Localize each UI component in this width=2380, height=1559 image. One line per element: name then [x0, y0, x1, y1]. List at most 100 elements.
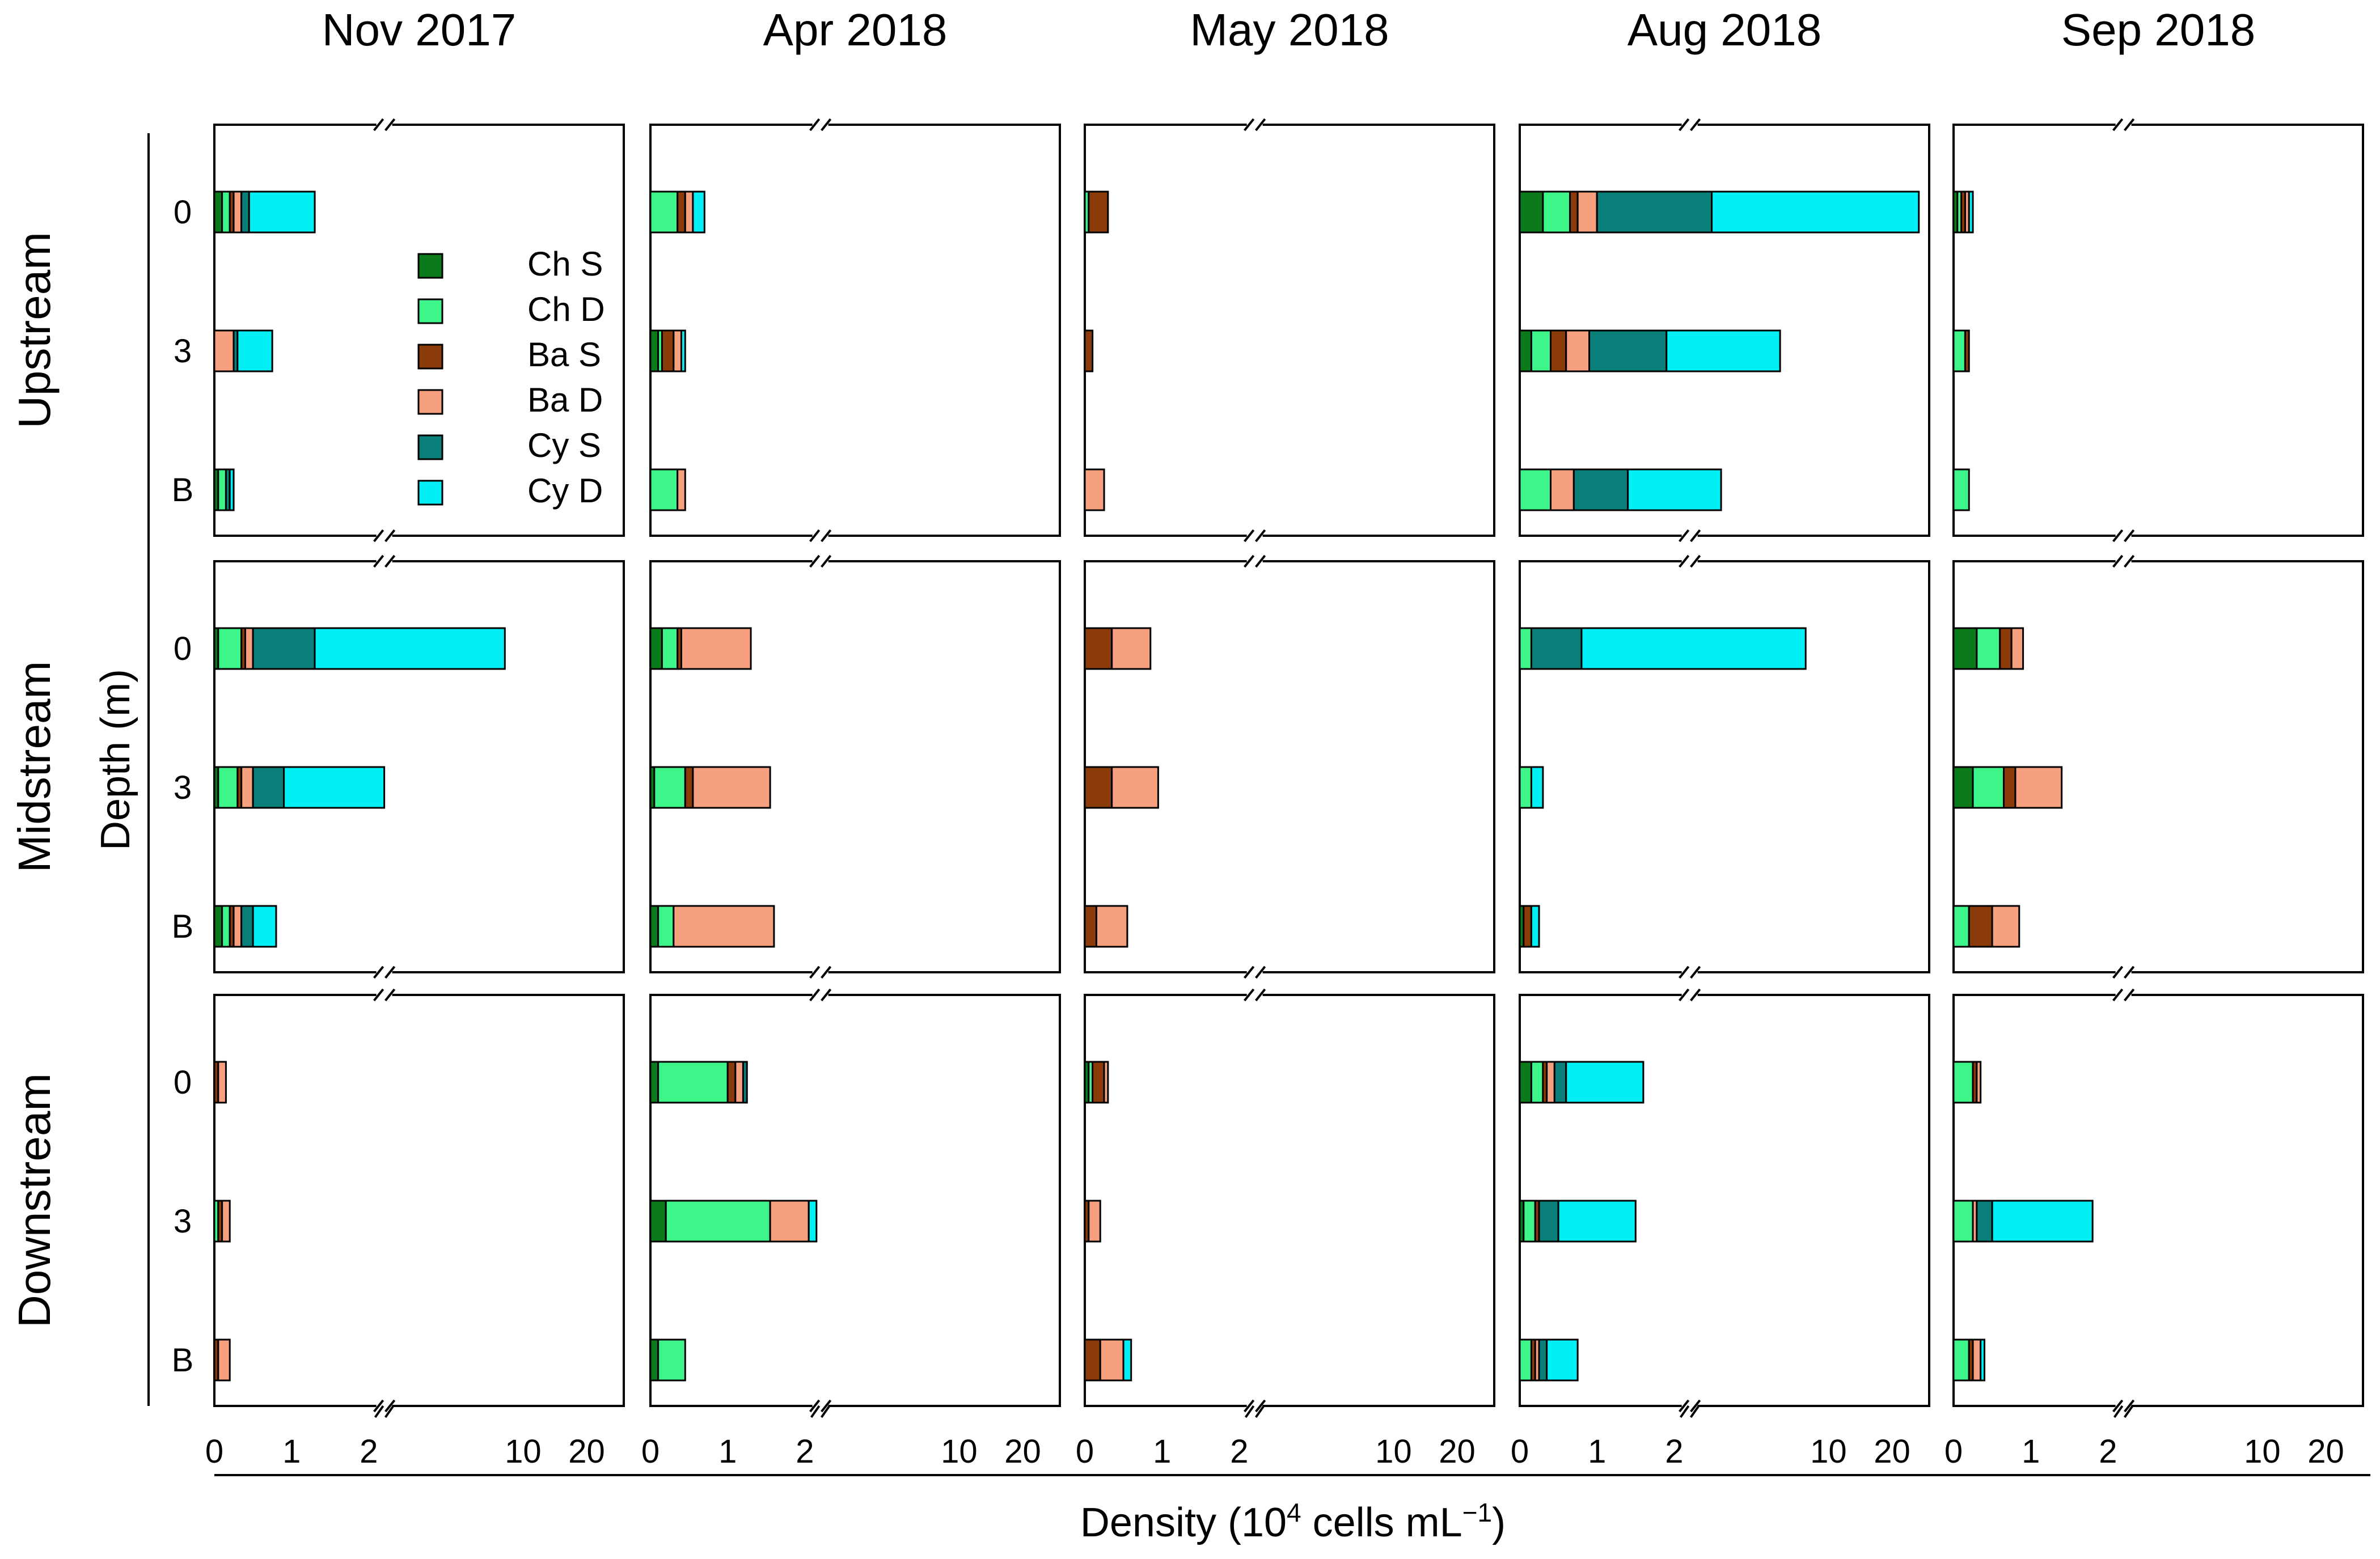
row-title: Upstream: [9, 232, 60, 429]
bar-segment-ch-s: [649, 329, 660, 372]
x-tick-label: 20: [2307, 1433, 2344, 1470]
depth-label: B: [172, 472, 194, 509]
x-tick-label: 2: [1230, 1433, 1248, 1470]
bar-segment-ch-d: [1542, 190, 1571, 234]
bar-segment-ba-d: [680, 627, 752, 670]
bar-segment-ba-s: [1088, 190, 1109, 234]
axis-break-mark: [1689, 1405, 1700, 1418]
x-tick-label: 0: [1076, 1433, 1094, 1470]
bar-segment-ba-d: [2010, 627, 2024, 670]
bar-segment-cy-d: [1122, 1338, 1132, 1382]
bar-segment-ch-s: [213, 190, 223, 234]
x-tick-label: 20: [1004, 1433, 1041, 1470]
bar-segment-ba-s: [2003, 766, 2017, 809]
bar-segment-cy-d: [1546, 1338, 1579, 1382]
bar-segment-ba-d: [1111, 766, 1159, 809]
depth-label: B: [172, 908, 194, 945]
axis-break-mark: [809, 554, 821, 568]
axis-break-mark: [1244, 529, 1255, 543]
legend-swatch-cy-s: [417, 434, 443, 460]
bar-segment-ch-d: [649, 468, 679, 511]
legend-label: Ba S: [527, 336, 601, 374]
panel-frame: [1952, 124, 2364, 537]
bar-segment-ba-d: [692, 766, 771, 809]
bar-segment-ba-s: [1999, 627, 2013, 670]
axis-break-mark: [1255, 965, 1266, 979]
bar-segment-cy-s: [240, 190, 250, 234]
axis-break-mark: [2124, 988, 2135, 1002]
axis-break-mark: [1255, 1399, 1266, 1413]
bar-segment-ba-s: [1084, 329, 1094, 372]
x-axis-title: Density (104 cells mL−1): [1080, 1498, 1506, 1545]
bar-segment-ba-d: [684, 190, 694, 234]
axis-break-mark: [373, 1399, 384, 1413]
bar-segment-ch-s: [649, 1061, 660, 1104]
bar-segment-ba-d: [734, 1061, 744, 1104]
panel-frame: [213, 994, 625, 1407]
x-tick-label: 1: [2022, 1433, 2040, 1470]
axis-break-mark: [820, 1405, 831, 1418]
bar-segment-ba-s: [1968, 905, 1993, 948]
bar-segment-ch-d: [1523, 1200, 1536, 1243]
bar-segment-cy-s: [252, 766, 285, 809]
axis-break-mark: [810, 1405, 821, 1418]
axis-break-mark: [374, 1405, 384, 1418]
bar-segment-ba-s: [1084, 766, 1113, 809]
axis-break-mark: [821, 1399, 832, 1413]
bar-segment-cy-d: [1565, 1061, 1645, 1104]
bar-segment-ch-d: [657, 905, 675, 948]
bar-segment-cy-d: [236, 329, 273, 372]
bar-segment-cy-d: [1580, 627, 1807, 670]
axis-break-mark: [1244, 118, 1255, 132]
bar-segment-cy-d: [1665, 329, 1781, 372]
bar-segment-ba-s: [1084, 627, 1113, 670]
bar-segment-ch-s: [649, 627, 663, 670]
legend-swatch-ba-s: [417, 344, 443, 370]
x-tick-label: 0: [205, 1433, 223, 1470]
bar-segment-ch-s: [1519, 190, 1544, 234]
axis-break-mark: [2112, 965, 2124, 979]
axis-break-mark: [1679, 554, 1690, 568]
axis-break-mark: [1679, 988, 1690, 1002]
axis-break-mark: [2124, 118, 2135, 132]
bar-segment-ba-d: [1103, 1061, 1109, 1104]
bar-segment-ch-d: [1530, 329, 1552, 372]
axis-break-mark: [2123, 1405, 2134, 1418]
axis-break-mark: [1679, 1405, 1690, 1418]
panel-frame: [649, 124, 1061, 537]
panel-frame: [1084, 994, 1495, 1407]
axis-break-mark: [1244, 554, 1255, 568]
bar-segment-ba-d: [1546, 1061, 1555, 1104]
y-axis-title: Depth (m): [93, 669, 138, 850]
depth-label: 0: [174, 1064, 192, 1101]
bar-segment-ch-d: [1952, 468, 1970, 511]
column-title: Sep 2018: [2061, 5, 2256, 55]
axis-break-mark: [809, 1399, 821, 1413]
bar-segment-ch-d: [221, 905, 231, 948]
depth-label: 3: [174, 333, 192, 370]
bar-segment-ch-d: [1952, 1200, 1974, 1243]
axis-break-mark: [384, 529, 396, 543]
x-axis-title-part: Density (10: [1080, 1500, 1287, 1545]
bar-segment-ba-d: [673, 329, 682, 372]
bar-segment-ba-d: [1111, 627, 1152, 670]
bar-segment-ba-d: [1084, 468, 1105, 511]
axis-break-mark: [384, 1405, 395, 1418]
legend-label: Ch D: [527, 290, 605, 328]
bar-segment-ch-s: [649, 1338, 660, 1382]
legend-label: Ba D: [527, 381, 603, 419]
bar-segment-cy-d: [283, 766, 386, 809]
bar-segment-ba-d: [240, 766, 254, 809]
axis-break-mark: [1690, 554, 1701, 568]
axis-break-mark: [809, 988, 821, 1002]
bar-segment-ch-d: [649, 190, 679, 234]
bar-segment-ch-s: [1519, 329, 1532, 372]
bar-segment-ba-s: [1569, 190, 1579, 234]
legend-label: Cy D: [527, 472, 603, 510]
depth-label: 0: [174, 194, 192, 231]
axis-break-mark: [2124, 529, 2135, 543]
bar-segment-ba-d: [1576, 190, 1598, 234]
x-tick-label: 20: [1874, 1433, 1910, 1470]
bar-segment-ba-d: [1565, 329, 1591, 372]
